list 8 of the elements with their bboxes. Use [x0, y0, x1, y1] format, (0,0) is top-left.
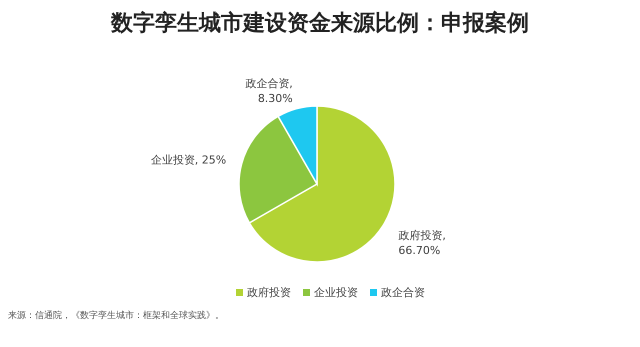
data-label: 企业投资, 25%: [150, 153, 226, 166]
legend-label: 政府投资: [247, 286, 291, 299]
legend-label: 企业投资: [314, 286, 358, 299]
source-note: 来源：信通院，《数字孪生城市：框架和全球实践》。: [8, 310, 224, 321]
data-label: 政府投资, 66.70%: [398, 229, 446, 258]
data-label: 政企合资, 8.30%: [245, 77, 293, 106]
chart-title: 数字孪生城市建设资金来源比例：申报案例: [110, 10, 529, 36]
legend-label: 政企合资: [381, 286, 425, 299]
